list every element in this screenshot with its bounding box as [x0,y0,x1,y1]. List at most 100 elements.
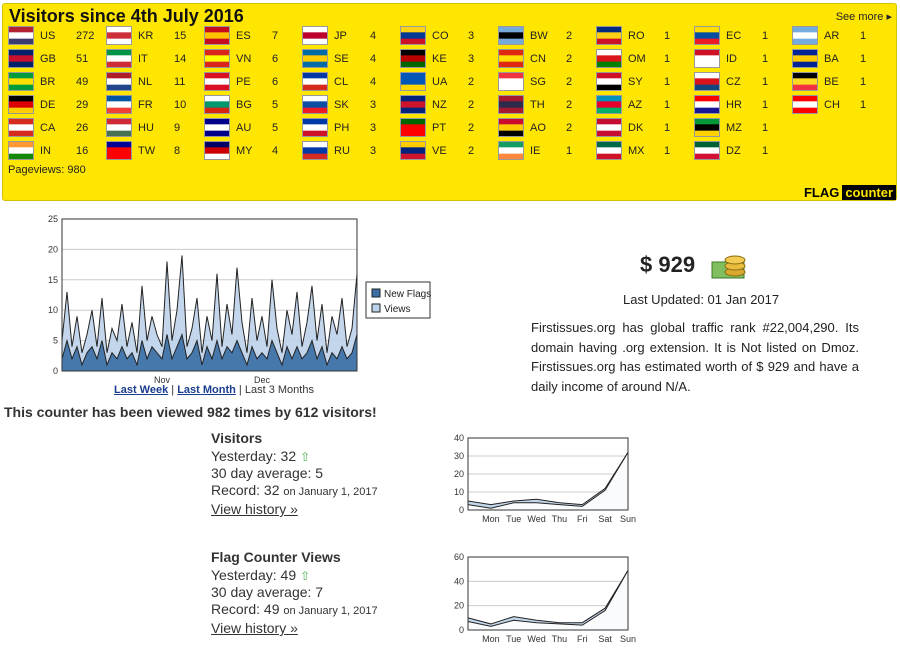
country-code: SE [334,52,349,65]
flag-icon [694,26,720,45]
country-code: KR [138,29,154,42]
flag-stripe [694,118,720,125]
flag-entry: AR 1 [792,26,866,45]
flag-border [204,72,230,91]
flag-stripe [498,55,524,63]
flag-border [8,49,34,68]
logo-flag[interactable]: FLAG [800,185,843,200]
worth: $ 929 [640,252,696,277]
flag-icon [8,141,34,160]
plot-border [467,437,629,511]
x-tick-label: Wed [527,634,545,644]
flag-border [400,118,426,137]
flag-stripe [694,124,720,132]
see-more[interactable]: See more ▸ [835,11,892,23]
flag-stripe [792,49,818,56]
country-code: JP [334,29,347,42]
range-link[interactable]: Last Month [177,384,236,396]
flag-entry: AU 5 [204,118,278,137]
country-count: 14 [174,52,187,65]
x-tick-label: Nov [154,375,171,385]
x-tick-label: Fri [577,634,588,644]
country-code: TH [530,98,545,111]
flag-stripe [106,124,132,132]
country-count: 16 [76,144,89,157]
chart: 0 5 10 15 20 25 Nov Dec [48,214,358,385]
record-value: 49 [263,601,280,617]
flag-icon [498,72,524,91]
flag-entry: KR 15 [106,26,186,45]
flag-stripe [596,141,622,148]
flag-entry: UA 2 [400,72,474,91]
logo[interactable]: FLAG counter [800,185,896,200]
flag-entry: SE 4 [302,49,376,68]
flag-border [694,95,720,114]
flag-icon [596,49,622,68]
flag-stripe [106,84,132,91]
flag-border [106,26,132,45]
yesterday-label: Yesterday: [211,448,277,464]
flag-stripe [204,124,230,132]
country-count: 49 [76,75,89,88]
flag-icon [302,72,328,91]
record-label: Record: [211,601,261,617]
flag-border [498,141,524,160]
flag-stripe [400,49,426,56]
country-code: PH [334,121,350,134]
flag-stripe [694,26,720,33]
flag-stripe [694,101,720,109]
average-value: 5 [315,465,324,481]
flag-border [498,26,524,45]
flag-entry: KE 3 [400,49,474,68]
flag-stripe [792,84,818,91]
view-history[interactable]: View history » [211,501,298,517]
country-count: 1 [860,52,867,65]
flag-stripe [204,141,230,148]
flag-stripe [694,141,720,148]
flag-icon [596,141,622,160]
flag-border [8,72,34,91]
country-count: 2 [566,29,573,42]
flag-stripe [792,55,818,63]
country-code: IE [530,144,541,157]
country-code: VE [432,144,447,157]
flag-border [8,26,34,45]
country-count: 1 [664,144,671,157]
flag-stripe [8,61,34,68]
flag-stripe [400,141,426,148]
record-date: on January 1, 2017 [283,486,378,498]
coins-icon [711,255,746,279]
flag-stripe [498,84,524,91]
flag-stripe [8,49,34,56]
see-more-text[interactable]: See more [835,11,884,23]
view-history[interactable]: View history » [211,620,298,636]
x-tick-label: Mon [482,634,500,644]
country-count: 10 [174,98,187,111]
flag-border [400,26,426,45]
flag-stripe [106,72,132,79]
flag-entry: JP 4 [302,26,376,45]
country-count: 1 [762,98,769,111]
country-count: 2 [566,98,573,111]
range-link[interactable]: Last Week [114,384,169,396]
flag-icon [596,26,622,45]
y-tick-label: 40 [454,576,464,586]
flag-stripe [8,153,34,160]
flag-entry: CL 4 [302,72,376,91]
flag-icon [400,118,426,137]
flag-border [302,26,328,45]
flag-stripe [792,61,818,68]
flag-stripe [400,38,426,45]
country-count: 1 [762,75,769,88]
flag-stripe [694,78,720,86]
logo-counter[interactable]: counter [842,185,896,200]
y-tick-label: 10 [454,487,464,497]
flag-stripe [498,95,524,102]
flag-border [302,118,328,137]
flag-icon [694,49,720,68]
country-count: 3 [370,144,377,157]
country-count: 1 [664,75,671,88]
flag-stripe [596,130,622,137]
flag-icon [302,141,328,160]
flag-stripe [694,107,720,114]
